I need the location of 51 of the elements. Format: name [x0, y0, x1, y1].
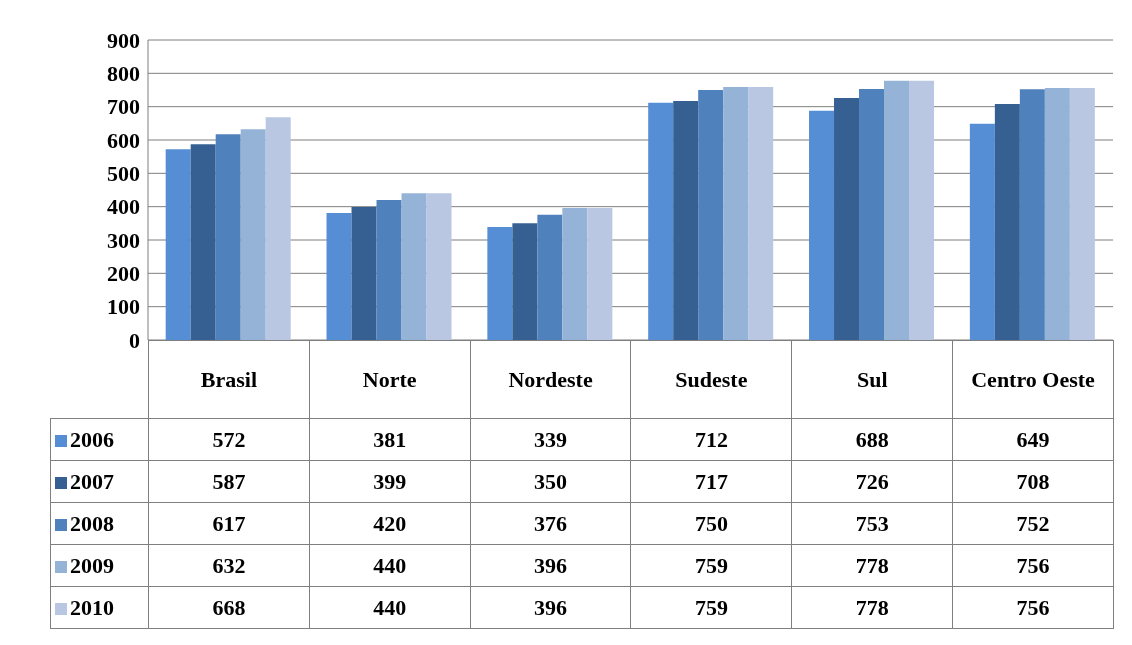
y-tick-label: 100	[107, 294, 140, 320]
data-label: 587	[148, 460, 310, 503]
data-label: 399	[309, 460, 471, 503]
data-label: 396	[470, 586, 631, 629]
data-label: 632	[148, 544, 310, 587]
legend-label: 2009	[50, 544, 149, 587]
data-label: 756	[952, 586, 1114, 629]
data-label: 753	[791, 502, 953, 545]
x-tick-label: Centro Oeste	[952, 340, 1114, 419]
data-label: 440	[309, 586, 471, 629]
y-tick-label: 300	[107, 227, 140, 253]
x-tick-label: Norte	[309, 340, 471, 419]
x-tick-label: Nordeste	[470, 340, 631, 419]
data-label: 688	[791, 418, 953, 461]
y-tick-label: 0	[129, 327, 140, 353]
data-label: 668	[148, 586, 310, 629]
data-label: 726	[791, 460, 953, 503]
data-label: 617	[148, 502, 310, 545]
data-label: 712	[630, 418, 792, 461]
data-label: 756	[952, 544, 1114, 587]
y-tick-label: 900	[107, 27, 140, 53]
x-tick-label: Sudeste	[630, 340, 792, 419]
data-label: 752	[952, 502, 1114, 545]
y-tick-label: 800	[107, 61, 140, 87]
x-tick-label: Brasil	[148, 340, 310, 419]
y-tick-label: 500	[107, 161, 140, 187]
y-tick-label: 700	[107, 94, 140, 120]
x-tick-label: Sul	[791, 340, 953, 419]
y-tick-label: 600	[107, 127, 140, 153]
data-label: 572	[148, 418, 310, 461]
data-label: 778	[791, 586, 953, 629]
data-label: 420	[309, 502, 471, 545]
y-tick-label: 400	[107, 194, 140, 220]
data-label: 376	[470, 502, 631, 545]
legend-label: 2006	[50, 418, 149, 461]
data-label: 649	[952, 418, 1114, 461]
legend-label: 2008	[50, 502, 149, 545]
data-label: 750	[630, 502, 792, 545]
data-label: 778	[791, 544, 953, 587]
data-label: 708	[952, 460, 1114, 503]
data-label: 717	[630, 460, 792, 503]
legend-label: 2007	[50, 460, 149, 503]
data-label: 759	[630, 544, 792, 587]
y-tick-label: 200	[107, 261, 140, 287]
data-label: 440	[309, 544, 471, 587]
data-label: 350	[470, 460, 631, 503]
data-label: 339	[470, 418, 631, 461]
data-label: 381	[309, 418, 471, 461]
legend-label: 2010	[50, 586, 149, 629]
data-label: 396	[470, 544, 631, 587]
data-label: 759	[630, 586, 792, 629]
